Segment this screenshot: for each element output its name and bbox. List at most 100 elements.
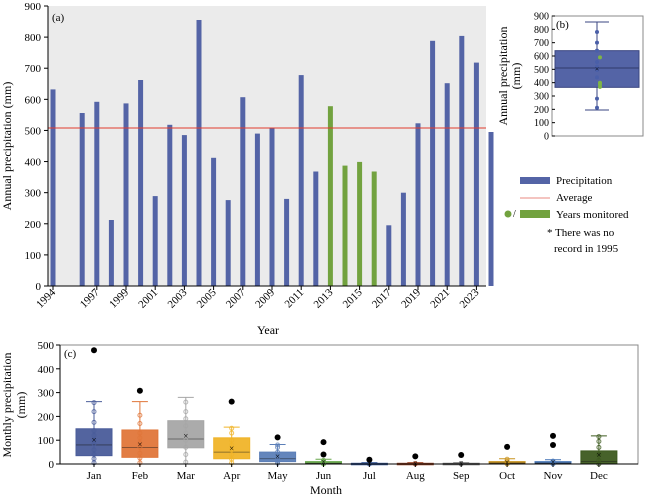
bar-2006	[225, 200, 231, 286]
y-tick-label-a-0: 0	[36, 281, 42, 293]
box-c-feb-point-7	[137, 421, 143, 427]
box-c-nov-mean-marker: ×	[550, 457, 555, 467]
y-tick-label-c-400: 400	[38, 364, 55, 376]
box-c-oct-point-2	[504, 458, 510, 464]
bar-1999	[123, 103, 129, 287]
box-c-may-outlier-0	[274, 434, 281, 441]
box-c-jun-mean-marker: ×	[321, 457, 326, 467]
panel-c-y-ticks: 0 100 200 300 400 500	[38, 340, 60, 471]
legend-monitored-slash: /	[513, 209, 516, 220]
legend-precipitation-label: Precipitation	[556, 175, 613, 187]
box-c-jan-outlier-0	[91, 347, 97, 354]
y-tick-label-c-100: 100	[38, 435, 55, 447]
y-tick-label-a-700: 700	[25, 63, 42, 75]
x-tick-label-a-2021: 2021	[428, 287, 452, 311]
box-c-mar-point-5	[183, 423, 189, 429]
box-c-feb-point-4	[137, 440, 143, 446]
box-b-point-10	[598, 84, 602, 89]
box-c-jan-point-3	[91, 447, 97, 453]
box-c-jan-point-7	[91, 428, 97, 434]
box-c-feb-point-6	[137, 430, 143, 436]
bar-2022	[459, 35, 465, 287]
legend-average-label: Average	[556, 192, 593, 204]
box-c-aug-outlier-0	[412, 453, 419, 460]
bar-2001	[152, 196, 158, 286]
box-c-nov-point-2	[550, 458, 556, 464]
box-c-dec-point-1	[596, 457, 602, 463]
bar-2012	[313, 171, 319, 286]
y-tick-label-b-100: 100	[534, 118, 549, 129]
y-tick-label-b-600: 600	[534, 52, 549, 63]
panel-b-tag: (b)	[556, 19, 569, 31]
box-b-point-6	[595, 68, 599, 72]
box-c-jun-outlier-0	[320, 439, 327, 446]
box-c-feb-iqr	[121, 429, 159, 458]
panel-a-bars	[50, 20, 494, 287]
bar-2018	[400, 192, 406, 286]
box-c-jan-point-10	[91, 400, 97, 406]
box-b-point-4	[595, 60, 599, 64]
bar-1996	[79, 113, 85, 286]
y-tick-label-a-400: 400	[25, 157, 42, 169]
panel-b-frame	[551, 15, 644, 137]
legend-note-line2: record in 1995	[554, 243, 619, 255]
panel-a-y-title: Annual precipitation (mm)	[0, 82, 14, 211]
box-b-point-5	[595, 64, 599, 69]
x-tick-label-c-jul: Jul	[363, 470, 376, 482]
x-tick-label-a-2003: 2003	[165, 286, 189, 310]
x-tick-label-c-apr: Apr	[223, 470, 240, 482]
x-tick-label-a-2019: 2019	[399, 286, 423, 310]
x-tick-label-c-nov: Nov	[544, 470, 563, 482]
y-tick-label-a-500: 500	[25, 125, 42, 137]
x-tick-label-a-2015: 2015	[341, 286, 365, 310]
box-c-mar-iqr	[167, 420, 205, 449]
bar-2016	[371, 171, 377, 286]
panel-c-boxplots: × ××××× × × × × ××	[75, 347, 618, 469]
box-c-mar-point-4	[183, 430, 189, 436]
box-c-jan-point-9	[91, 409, 97, 415]
bar-1997	[94, 101, 100, 286]
y-tick-label-a-300: 300	[25, 188, 42, 200]
bar-2008	[254, 133, 260, 286]
box-c-jan-point-8	[91, 419, 97, 425]
box-c-dec-point-2	[596, 451, 602, 457]
box-c-mar-point-2	[183, 444, 189, 450]
bar-2007	[240, 97, 246, 286]
box-b-point-0	[595, 30, 599, 34]
panel-a-x-ticks: 1994 1997 1999 2001 2003 2005 2007 2009 2011 2013…	[34, 286, 482, 311]
box-c-feb-point-1	[137, 455, 143, 461]
y-tick-label-a-900: 900	[25, 1, 42, 13]
box-c-mar-point-3	[183, 437, 189, 443]
y-tick-label-b-200: 200	[534, 105, 549, 116]
panel-a: 0 100 200 300 400 500 600 700 800 900 1994 1997 199…	[0, 1, 494, 337]
x-tick-label-c-dec: Dec	[590, 470, 608, 482]
box-c-oct-outlier-0	[504, 443, 511, 450]
box-c-may-point-2	[275, 456, 281, 462]
box-c-jan-point-2	[91, 451, 97, 457]
x-tick-label-c-mar: Mar	[177, 470, 196, 482]
x-tick-label-a-2005: 2005	[195, 286, 219, 310]
y-tick-label-b-0: 0	[544, 132, 549, 143]
box-b-mean-marker: ×	[595, 64, 600, 73]
box-c-mar-point-8	[183, 399, 189, 405]
x-tick-label-a-2023: 2023	[457, 286, 481, 310]
panel-b-y-title-line1: Annual precipitation	[496, 27, 510, 126]
box-c-jan-mean-marker: ×	[91, 435, 96, 445]
box-c-dec-point-3	[596, 444, 602, 450]
y-tick-label-b-900: 900	[534, 12, 549, 23]
panel-c-y-title-line2: (mm)	[14, 392, 28, 419]
x-tick-label-a-2001: 2001	[136, 287, 160, 311]
box-b-point-2	[595, 48, 599, 53]
x-tick-label-c-may: May	[268, 470, 289, 482]
bar-1994	[50, 89, 56, 287]
box-c-mar-point-7	[183, 409, 189, 415]
box-c-apr-point-4	[229, 442, 235, 448]
y-tick-label-c-200: 200	[38, 411, 55, 423]
box-c-apr-mean-marker: ×	[229, 443, 234, 453]
box-c-jan-point-6	[91, 432, 97, 438]
box-c-jul-outlier-0	[366, 456, 373, 463]
x-tick-label-c-jun: Jun	[316, 470, 332, 482]
y-tick-label-c-500: 500	[38, 340, 55, 352]
box-c-nov-outlier-1	[550, 441, 556, 448]
bar-2019	[415, 123, 421, 286]
